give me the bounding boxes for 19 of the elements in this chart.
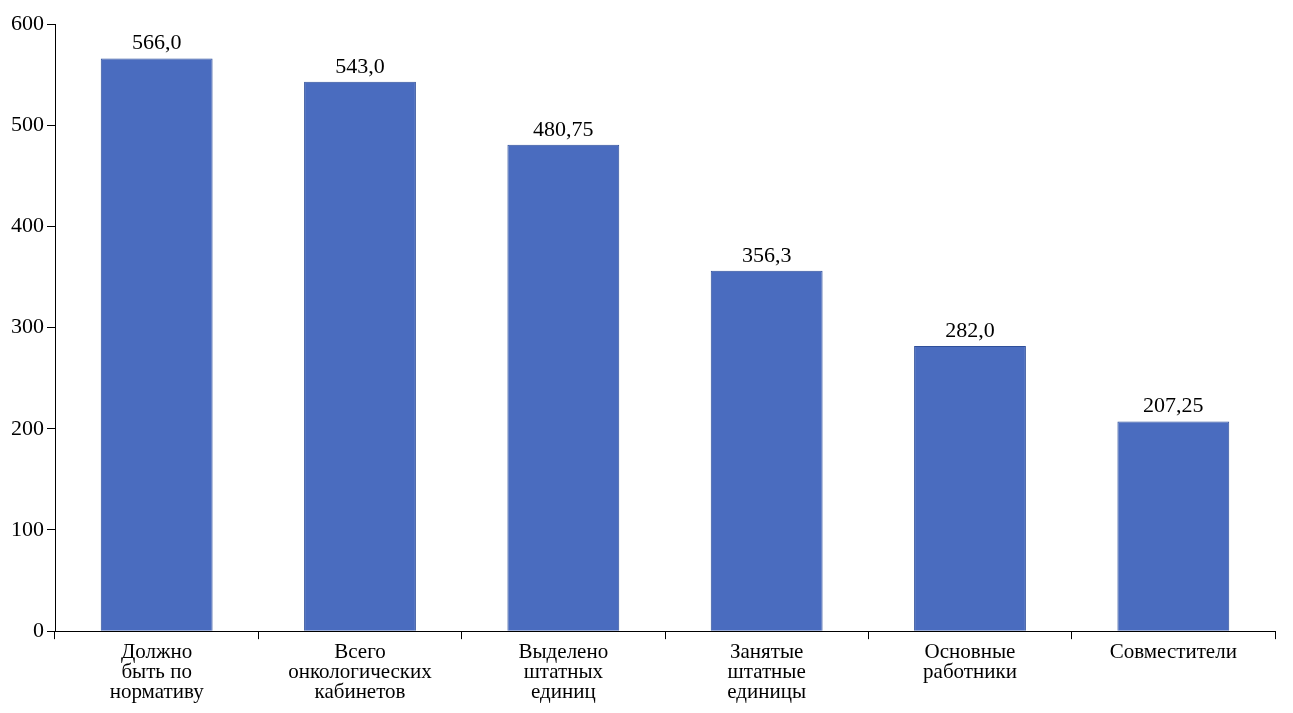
y-tick-label: 0 — [33, 616, 44, 642]
data-label: 207,25 — [1143, 392, 1204, 418]
y-tick-label: 100 — [11, 515, 44, 541]
data-label: 356,3 — [741, 241, 792, 267]
x-tick-label: Совместители — [1109, 638, 1237, 663]
data-label: 282,0 — [945, 316, 995, 342]
x-tick-label: Занятые штатные единицы — [727, 638, 807, 703]
x-tick-label: Выделено штатных единиц — [518, 638, 609, 703]
y-tick-label: 200 — [11, 414, 44, 440]
data-label: 566,0 — [131, 29, 182, 55]
y-tick-label: 300 — [11, 313, 44, 339]
y-tick-label: 400 — [11, 212, 44, 238]
data-label: 543,0 — [335, 52, 385, 78]
x-tick-label: Должно быть по нормативу — [109, 638, 205, 703]
data-label: 480,75 — [533, 115, 594, 141]
x-tick-label: Всего онкологических кабинетов — [288, 638, 433, 703]
x-tick-label: Основные работники — [923, 638, 1017, 683]
y-tick-label: 600 — [11, 9, 44, 35]
y-tick-label: 500 — [11, 111, 44, 137]
